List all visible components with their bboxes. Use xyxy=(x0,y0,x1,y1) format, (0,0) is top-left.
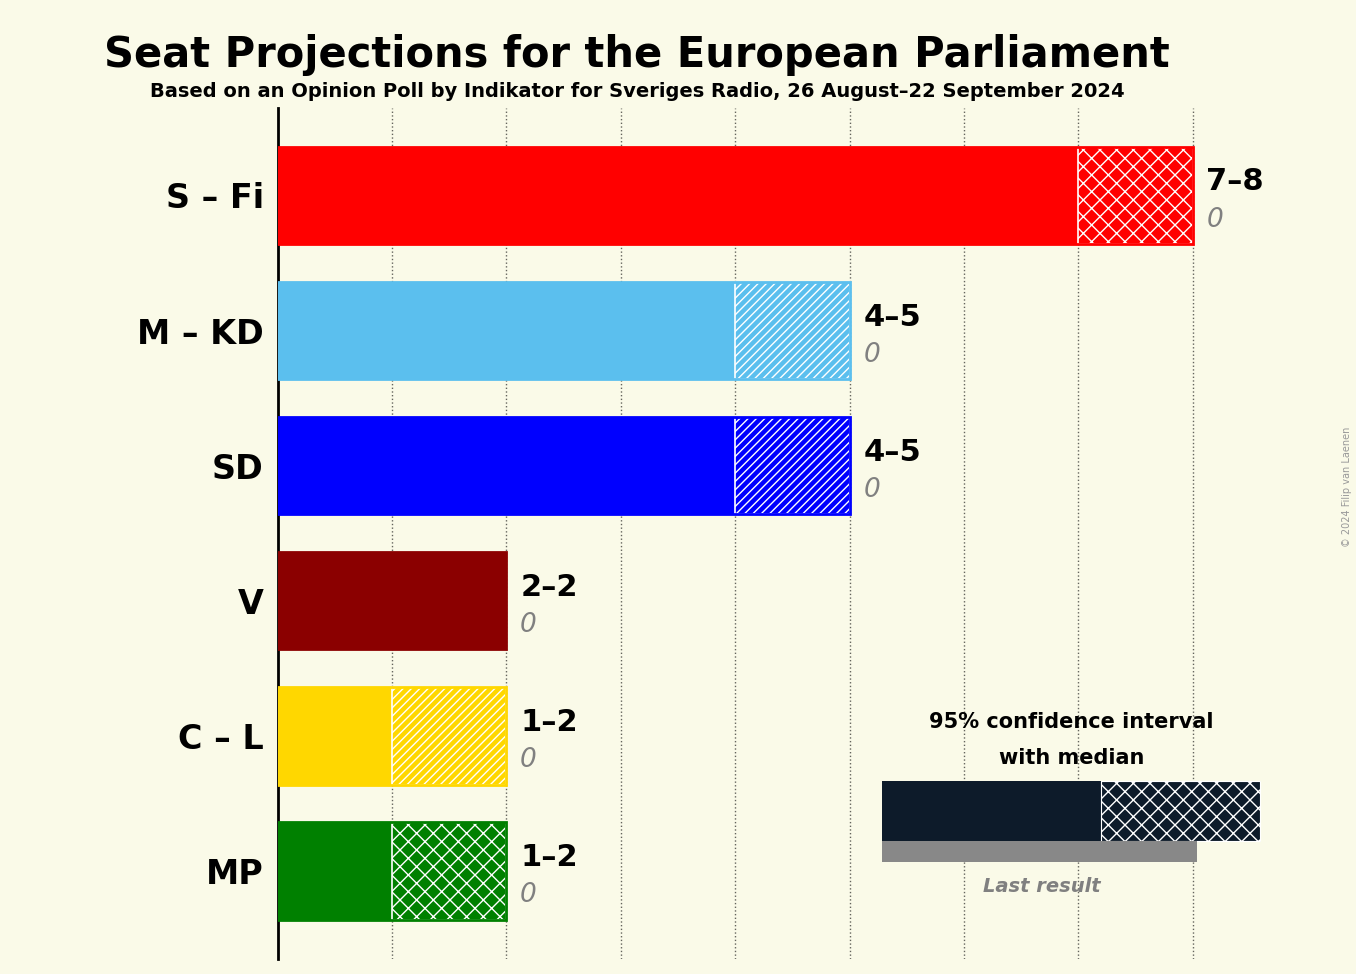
Bar xyxy=(278,688,392,785)
Text: 0: 0 xyxy=(521,882,537,909)
Text: 0: 0 xyxy=(864,477,880,503)
Bar xyxy=(392,688,506,785)
Text: 95% confidence interval: 95% confidence interval xyxy=(929,712,1214,732)
Bar xyxy=(735,281,850,379)
Bar xyxy=(278,552,506,650)
Bar xyxy=(278,417,735,514)
Bar xyxy=(883,780,1101,841)
Text: 7–8: 7–8 xyxy=(1207,168,1264,197)
Bar xyxy=(735,417,850,514)
Text: 1–2: 1–2 xyxy=(521,708,578,737)
Text: 0: 0 xyxy=(1207,206,1223,233)
Bar xyxy=(278,822,506,919)
Bar xyxy=(278,688,506,785)
Bar xyxy=(1101,780,1261,841)
Text: Seat Projections for the European Parliament: Seat Projections for the European Parlia… xyxy=(104,34,1170,76)
Text: Last result: Last result xyxy=(983,877,1101,896)
Text: with median: with median xyxy=(998,748,1144,768)
Bar xyxy=(278,281,735,379)
Text: 0: 0 xyxy=(864,342,880,368)
Bar xyxy=(278,822,392,919)
Bar xyxy=(883,841,1197,862)
Text: 4–5: 4–5 xyxy=(864,303,921,331)
Text: 4–5: 4–5 xyxy=(864,437,921,467)
Bar xyxy=(278,281,850,379)
Bar xyxy=(1078,147,1193,244)
Text: Based on an Opinion Poll by Indikator for Sveriges Radio, 26 August–22 September: Based on an Opinion Poll by Indikator fo… xyxy=(151,82,1124,101)
Text: 0: 0 xyxy=(521,613,537,638)
Text: 0: 0 xyxy=(521,747,537,773)
Bar xyxy=(278,147,1193,244)
Bar xyxy=(392,822,506,919)
Text: 2–2: 2–2 xyxy=(521,573,578,602)
Text: © 2024 Filip van Laenen: © 2024 Filip van Laenen xyxy=(1341,427,1352,547)
Text: 1–2: 1–2 xyxy=(521,843,578,872)
Bar xyxy=(278,417,850,514)
Bar xyxy=(278,552,506,650)
Bar xyxy=(278,147,1078,244)
